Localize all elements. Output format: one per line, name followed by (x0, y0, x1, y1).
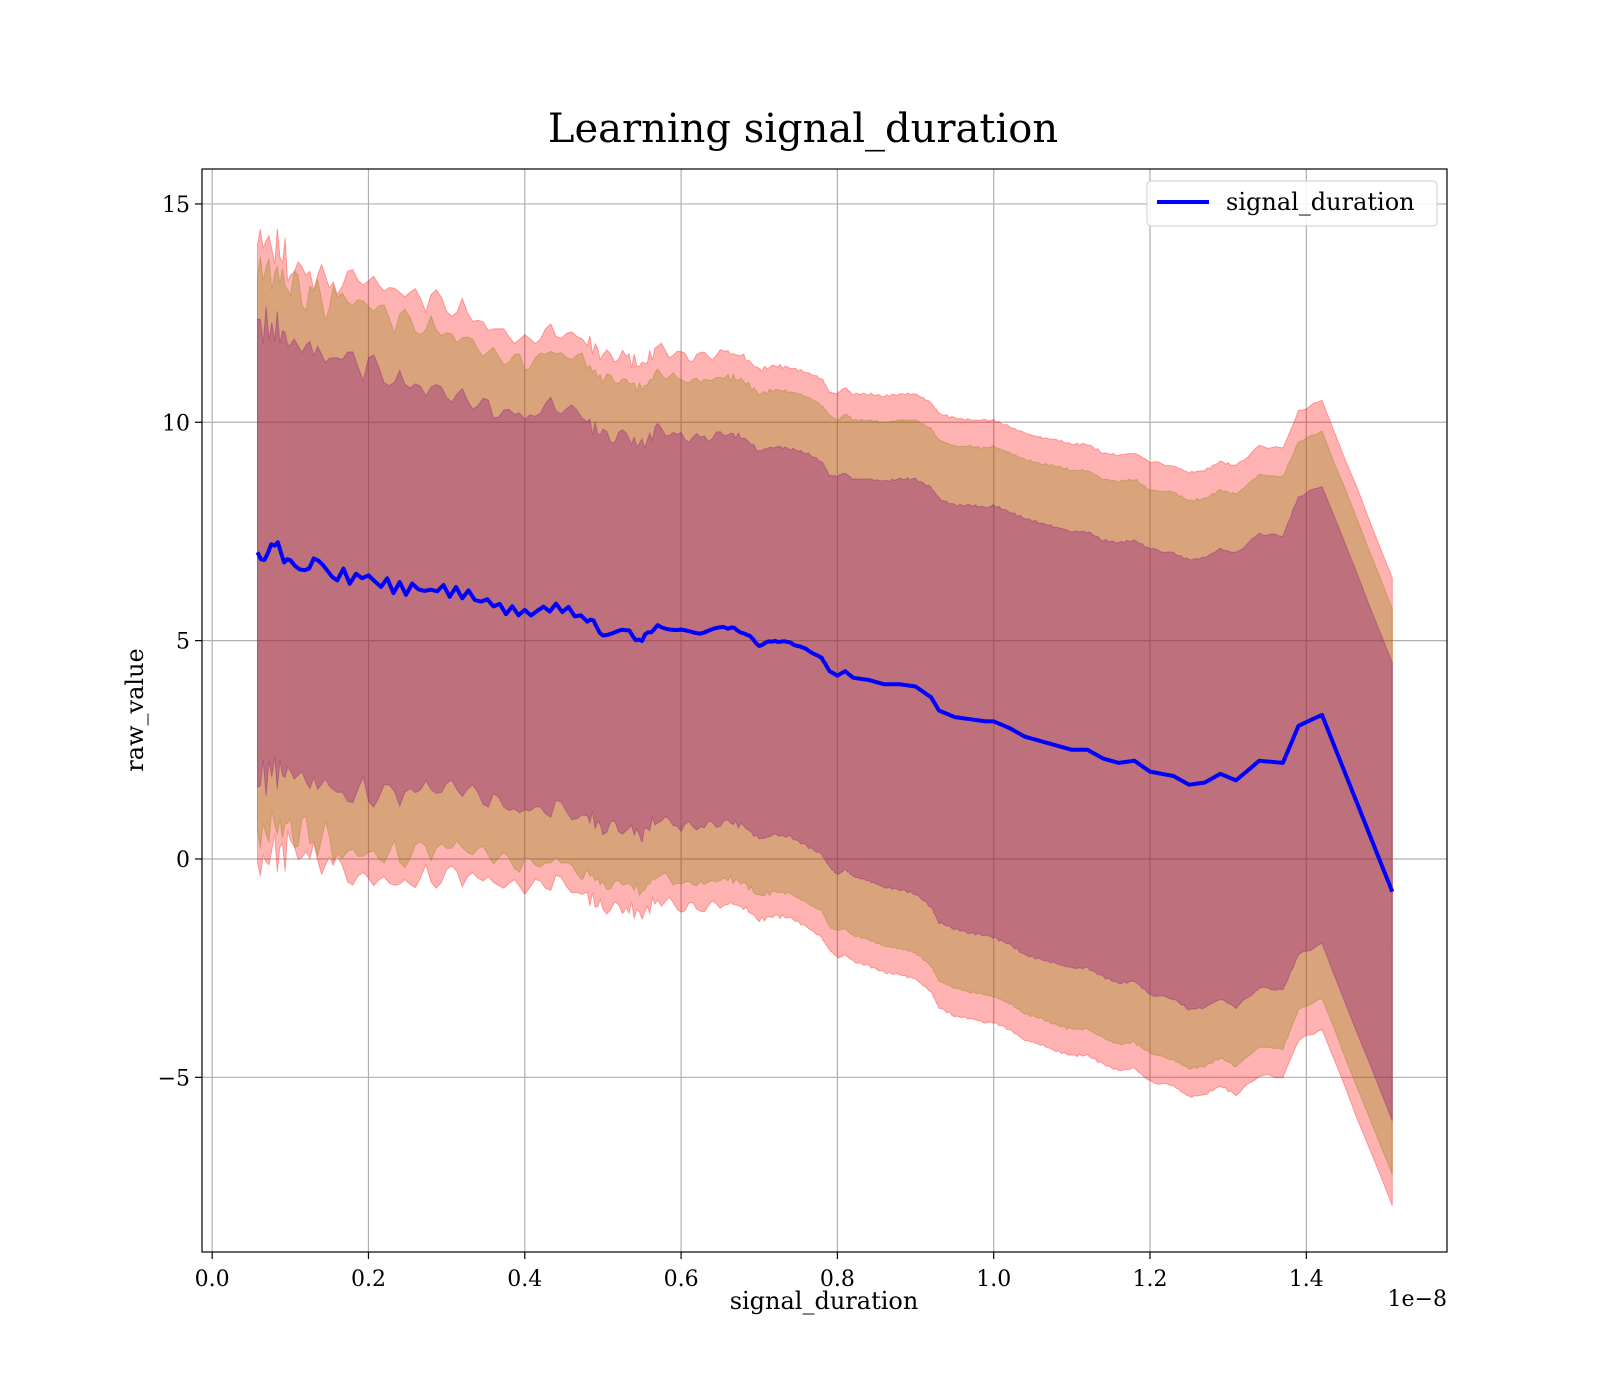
plot-area-frame (201, 168, 1448, 1253)
x-tick-label: 0.8 (820, 1267, 855, 1292)
y-axis-ticks: −5 0 5 10 15 (158, 193, 202, 1091)
x-axis-offset-label: 1e−8 (1388, 1287, 1447, 1312)
confidence-band-1.28sigma (257, 306, 1393, 1122)
x-tick-label: 0.4 (507, 1267, 542, 1292)
y-tick-label: 5 (176, 630, 190, 655)
confidence-band-1.65sigma (257, 256, 1393, 1175)
y-axis-label: raw_value (121, 648, 149, 772)
x-tick-label: 1.2 (1133, 1267, 1168, 1292)
x-tick-label: 1.4 (1289, 1267, 1324, 1292)
series-lines (255, 540, 1395, 893)
confidence-bands (257, 228, 1393, 1206)
x-tick-label: 0.0 (195, 1267, 230, 1292)
legend: signal_duration (1146, 180, 1438, 227)
y-tick-label: 0 (176, 848, 190, 873)
y-tick-label: −5 (158, 1066, 190, 1091)
legend-box (1146, 180, 1438, 227)
y-tick-label: 15 (162, 193, 190, 218)
grid (202, 169, 1447, 1252)
x-tick-label: 1.0 (976, 1267, 1011, 1292)
chart-title: Learning signal_duration (548, 106, 1058, 152)
x-axis-label: signal_duration (730, 1287, 919, 1315)
confidence-band-2sigma (257, 228, 1393, 1206)
legend-label-signal-duration: signal_duration (1226, 188, 1415, 216)
x-axis-ticks: 0.0 0.2 0.4 0.6 0.8 1.0 1.2 1.4 (195, 1252, 1324, 1292)
x-tick-label: 0.6 (664, 1267, 699, 1292)
y-tick-label: 10 (162, 411, 190, 436)
x-tick-label: 0.2 (351, 1267, 386, 1292)
series-line-signal-duration (255, 540, 1395, 893)
